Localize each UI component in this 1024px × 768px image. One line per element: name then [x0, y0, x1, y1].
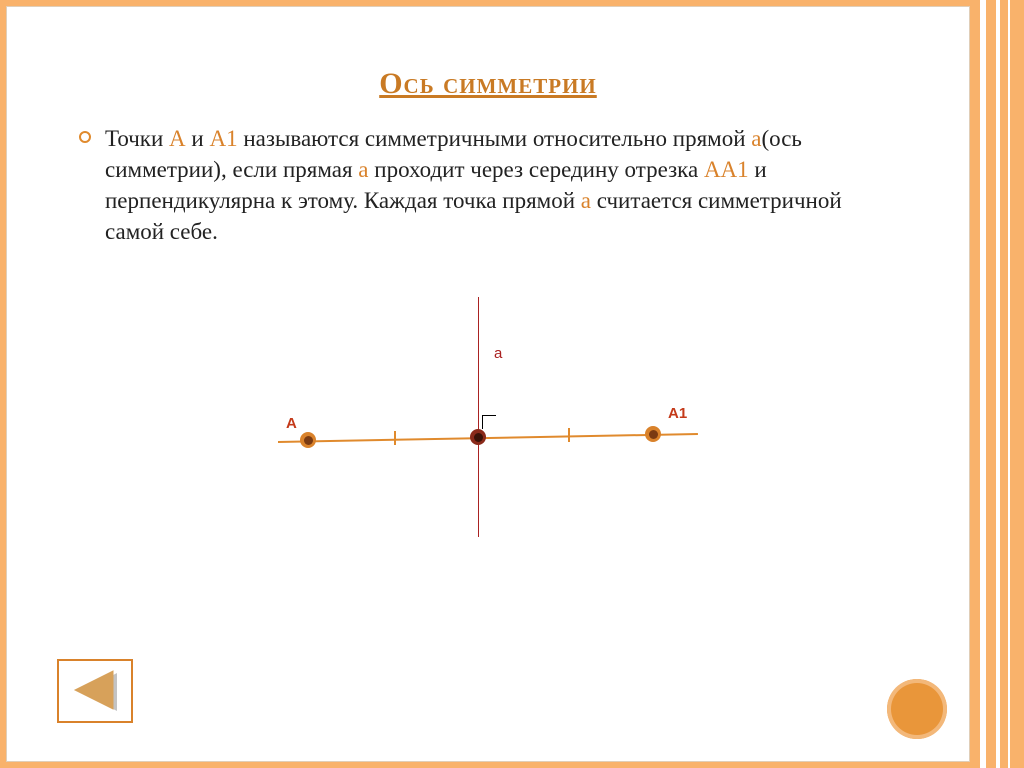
segment-aa1 — [278, 433, 698, 443]
text-span: А1 — [209, 126, 237, 151]
point-mid-core — [474, 433, 483, 442]
slide-card: Ось симметрии Точки А и А1 называются си… — [6, 6, 970, 762]
text-span: и — [186, 126, 210, 151]
point-label-a: A — [286, 415, 297, 432]
decor-stripe-3 — [1008, 0, 1010, 768]
decor-stripe-1 — [980, 0, 986, 768]
back-button[interactable] — [57, 659, 133, 723]
midpoint-tick — [394, 431, 396, 445]
symmetry-diagram: A A1 a — [208, 287, 768, 547]
point-a-core — [304, 436, 313, 445]
decor-corner-circle — [887, 679, 947, 739]
point-a1-core — [649, 430, 658, 439]
decor-stripe-2 — [996, 0, 1000, 768]
text-span: Точки — [105, 126, 169, 151]
slide-background: Ось симметрии Точки А и А1 называются си… — [0, 0, 1024, 768]
midpoint-tick — [568, 428, 570, 442]
perpendicular-mark — [482, 415, 496, 429]
text-span: называются симметричными относительно пр… — [238, 126, 752, 151]
bullet-row: Точки А и А1 называются симметричными от… — [79, 123, 897, 247]
axis-label-a: a — [494, 345, 502, 362]
text-span: А — [169, 126, 186, 151]
text-span: АА1 — [704, 157, 749, 182]
text-span: а — [751, 126, 761, 151]
text-span: а — [581, 188, 591, 213]
point-label-a1: A1 — [668, 405, 687, 422]
text-span: проходит через середину отрезка — [369, 157, 704, 182]
axis-line-a — [478, 297, 479, 537]
definition-paragraph: Точки А и А1 называются симметричными от… — [105, 123, 897, 247]
text-span: а — [358, 157, 368, 182]
triangle-left-icon — [71, 670, 119, 712]
bullet-icon — [79, 131, 91, 143]
content-area: Ось симметрии Точки А и А1 называются си… — [7, 7, 969, 761]
slide-title: Ось симметрии — [79, 67, 897, 101]
